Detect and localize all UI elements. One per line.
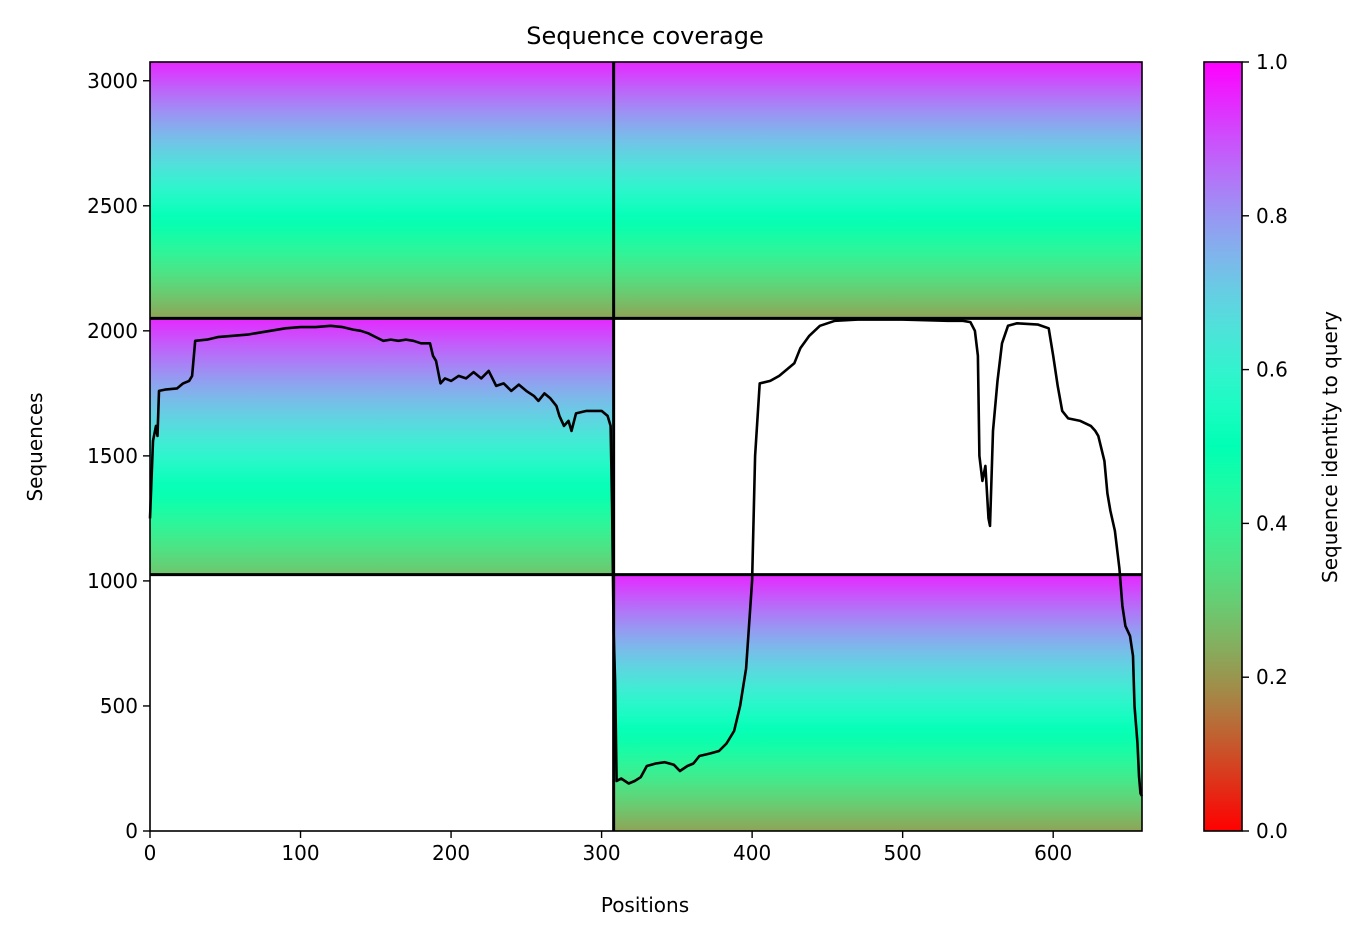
x-tick-label: 600 xyxy=(1034,841,1072,865)
y-tick-label: 1000 xyxy=(87,569,138,593)
y-tick-label: 0 xyxy=(125,819,138,843)
heatmap-block xyxy=(150,62,614,319)
plot-frame xyxy=(149,61,1143,832)
colorbar-tick-label: 0.8 xyxy=(1256,204,1288,228)
colorbar-tick-label: 1.0 xyxy=(1256,50,1288,74)
colorbar-frame xyxy=(1203,61,1243,832)
colorbar xyxy=(1204,62,1242,831)
x-tick-label: 300 xyxy=(582,841,620,865)
y-tick-label: 1500 xyxy=(87,444,138,468)
x-tick-label: 500 xyxy=(884,841,922,865)
y-axis-label: Sequences xyxy=(23,392,47,501)
colorbar-tick-label: 0.4 xyxy=(1256,511,1288,535)
heatmap-block xyxy=(613,62,1142,319)
x-tick-label: 100 xyxy=(281,841,319,865)
colorbar-tick-label: 0.6 xyxy=(1256,358,1288,382)
y-tick-label: 3000 xyxy=(87,69,138,93)
chart-title: Sequence coverage xyxy=(526,22,763,50)
x-tick-label: 400 xyxy=(733,841,771,865)
y-tick-label: 2500 xyxy=(87,194,138,218)
y-tick-label: 2000 xyxy=(87,319,138,343)
x-tick-label: 0 xyxy=(144,841,157,865)
x-tick-label: 200 xyxy=(432,841,470,865)
y-tick-label: 500 xyxy=(100,694,138,718)
x-axis-label: Positions xyxy=(601,893,689,917)
heatmap-block xyxy=(613,574,1142,831)
heatmap-block xyxy=(150,318,614,575)
colorbar-tick-label: 0.2 xyxy=(1256,665,1288,689)
colorbar-tick-label: 0.0 xyxy=(1256,819,1288,843)
colorbar-label: Sequence identity to query xyxy=(1318,311,1342,583)
coverage-line xyxy=(148,318,1144,797)
